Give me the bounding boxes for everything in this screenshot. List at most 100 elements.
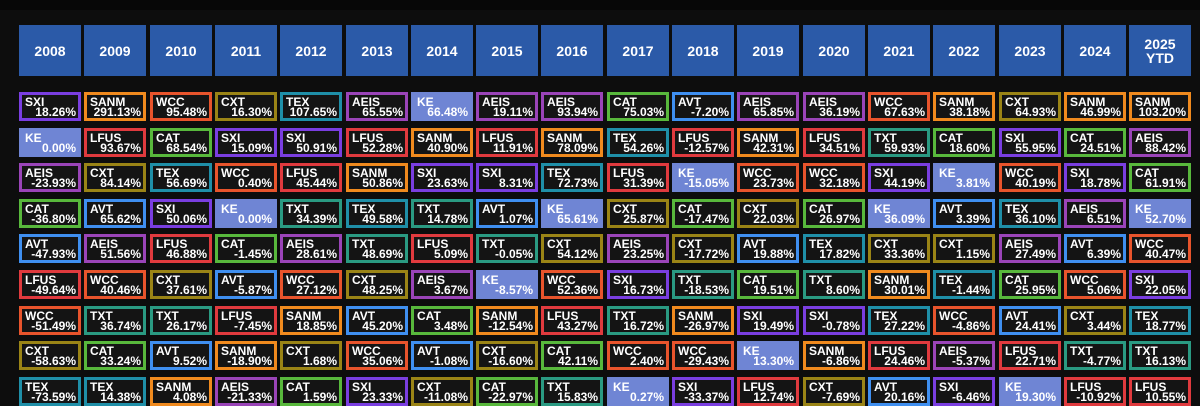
return-value: 3.81% <box>955 176 990 190</box>
return-value: 40.90% <box>427 141 468 155</box>
return-value: 23.63% <box>427 176 468 190</box>
ticker-label: TEX <box>156 166 180 180</box>
return-value: 36.09% <box>884 212 925 226</box>
year-header: 2025 YTD <box>1129 25 1191 76</box>
ticker-label: SANM <box>352 166 388 180</box>
return-value: 11.91% <box>492 141 533 155</box>
return-cell: SXI 18.26% <box>19 92 81 121</box>
return-cell: CAT -1.45% <box>215 234 277 263</box>
return-value: -17.47% <box>684 212 729 226</box>
return-value: 52.28% <box>362 141 403 155</box>
return-value: -12.54% <box>488 319 533 333</box>
return-cell: CAT 24.51% <box>1064 128 1126 157</box>
ticker-label: SXI <box>1135 273 1155 287</box>
ticker-label: LFUS <box>613 166 645 180</box>
ticker-label: CXT <box>1005 95 1029 109</box>
ticker-label: LFUS <box>286 166 318 180</box>
return-value: 84.14% <box>100 176 141 190</box>
ticker-label: AEIS <box>90 237 119 251</box>
return-cell: TEX 17.82% <box>803 234 865 263</box>
return-cell: TEX 54.26% <box>607 128 669 157</box>
ticker-label: AVT <box>482 202 506 216</box>
return-cell: WCC 95.48% <box>150 92 212 121</box>
return-value: 15.09% <box>231 141 272 155</box>
return-cell: SXI 19.49% <box>737 306 799 335</box>
ticker-label: CAT <box>25 202 49 216</box>
year-header: 2019 <box>737 25 799 76</box>
return-value: 88.42% <box>1145 141 1186 155</box>
return-cell: TEX 36.10% <box>999 199 1061 228</box>
ticker-label: TXT <box>286 202 309 216</box>
year-header: 2022 <box>933 25 995 76</box>
ticker-label: SXI <box>939 380 959 394</box>
return-value: 27.12% <box>296 283 337 297</box>
year-header: 2017 <box>607 25 669 76</box>
ticker-label: SXI <box>809 309 829 323</box>
year-header: 2018 <box>672 25 734 76</box>
return-cell: AVT 3.39% <box>933 199 995 228</box>
return-cell: CXT 16.30% <box>215 92 277 121</box>
ticker-label: WCC <box>547 273 576 287</box>
ticker-label: CXT <box>1070 309 1094 323</box>
return-cell: SXI 44.19% <box>868 163 930 192</box>
return-cell: CXT -58.63% <box>19 341 81 370</box>
ticker-label: SANM <box>90 95 126 109</box>
return-value: 8.60% <box>825 283 860 297</box>
ticker-label: TXT <box>352 237 375 251</box>
return-value: 9.52% <box>172 354 207 368</box>
return-cell: CAT 33.24% <box>84 341 146 370</box>
return-value: -5.37% <box>951 354 990 368</box>
return-cell: TEX 72.73% <box>541 163 603 192</box>
return-value: -23.93% <box>31 176 76 190</box>
return-value: 36.19% <box>819 105 860 119</box>
return-value: 16.72% <box>623 319 664 333</box>
ticker-label: CXT <box>613 202 637 216</box>
return-value: 72.73% <box>557 176 598 190</box>
return-cell: SANM 291.13% <box>84 92 146 121</box>
return-value: 18.85% <box>296 319 337 333</box>
return-cell: LFUS 46.88% <box>150 234 212 263</box>
return-cell: LFUS 22.71% <box>999 341 1061 370</box>
return-value: 6.51% <box>1086 212 1121 226</box>
return-value: 0.00% <box>41 141 76 155</box>
return-value: 12.74% <box>753 390 794 404</box>
ticker-label: SXI <box>221 131 241 145</box>
ticker-label: TXT <box>90 309 113 323</box>
ticker-label: SANM <box>678 309 714 323</box>
year-header: 2024 <box>1064 25 1126 76</box>
return-cell: TEX 56.69% <box>150 163 212 192</box>
return-cell: AVT 1.07% <box>476 199 538 228</box>
ticker-label: SANM <box>874 273 910 287</box>
ticker-label: LFUS <box>809 131 841 145</box>
return-value: 24.51% <box>1080 141 1121 155</box>
ticker-label: TXT <box>417 202 440 216</box>
return-cell: SANM -6.86% <box>803 341 865 370</box>
return-cell: LFUS -49.64% <box>19 270 81 299</box>
return-value: 59.93% <box>884 141 925 155</box>
return-cell: SANM 78.09% <box>541 128 603 157</box>
ticker-label: LFUS <box>547 309 579 323</box>
return-cell: WCC 5.06% <box>1064 270 1126 299</box>
year-header: 2008 <box>19 25 81 76</box>
return-cell: WCC -29.43% <box>672 341 734 370</box>
return-value: 24.46% <box>884 354 925 368</box>
return-value: -6.46% <box>951 390 990 404</box>
ticker-label: CAT <box>286 380 310 394</box>
return-cell: CXT 1.68% <box>280 341 342 370</box>
return-value: 1.07% <box>498 212 533 226</box>
return-value: 0.40% <box>237 176 272 190</box>
ticker-label: CAT <box>743 273 767 287</box>
ticker-label: SXI <box>743 309 763 323</box>
ticker-label: CAT <box>809 202 833 216</box>
return-value: 22.71% <box>1015 354 1056 368</box>
return-cell: WCC 52.36% <box>541 270 603 299</box>
return-value: 48.25% <box>362 283 403 297</box>
return-value: 30.01% <box>884 283 925 297</box>
return-cell: LFUS 52.28% <box>346 128 408 157</box>
return-value: 48.69% <box>362 247 403 261</box>
ticker-label: CXT <box>25 344 49 358</box>
return-value: 6.39% <box>1086 247 1121 261</box>
ticker-label: WCC <box>352 344 381 358</box>
return-cell: CAT -17.47% <box>672 199 734 228</box>
ticker-label: CXT <box>221 95 245 109</box>
